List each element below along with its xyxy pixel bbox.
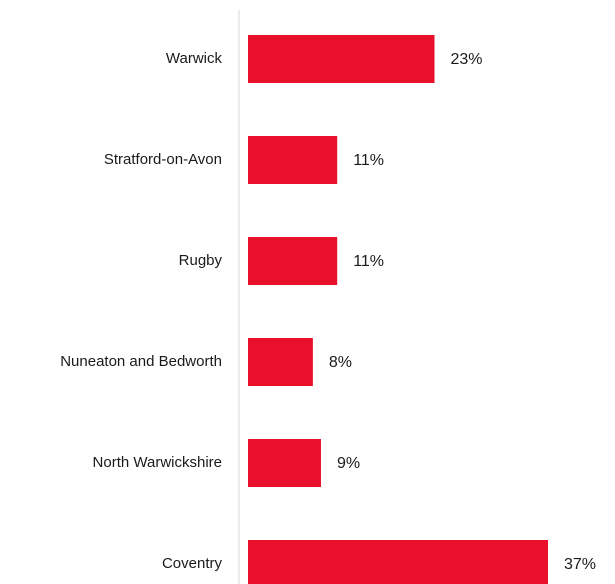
category-label: Coventry <box>162 555 223 572</box>
bar-rugby <box>248 237 338 285</box>
bar-nuneaton-and-bedworth <box>248 338 313 386</box>
value-labels-group: 23% 11% 11% 8% 9% 37% <box>329 51 596 573</box>
bars-group <box>248 35 548 584</box>
category-label: Stratford-on-Avon <box>104 151 222 168</box>
value-label: 11% <box>353 253 384 270</box>
value-label: 8% <box>329 354 352 371</box>
bar-stratford-on-avon <box>248 136 338 184</box>
value-label: 11% <box>353 152 384 169</box>
value-label: 23% <box>450 51 482 68</box>
category-label: Nuneaton and Bedworth <box>60 353 222 370</box>
category-labels-group: Warwick Stratford-on-Avon Rugby Nuneaton an… <box>60 50 222 572</box>
bar-coventry <box>248 540 548 584</box>
bar-north-warwickshire <box>248 439 321 487</box>
bar-warwick <box>248 35 435 83</box>
category-label: North Warwickshire <box>93 454 222 471</box>
value-label: 37% <box>564 556 596 573</box>
value-label: 9% <box>337 455 360 472</box>
category-label: Warwick <box>166 50 223 67</box>
category-label: Rugby <box>179 252 223 269</box>
